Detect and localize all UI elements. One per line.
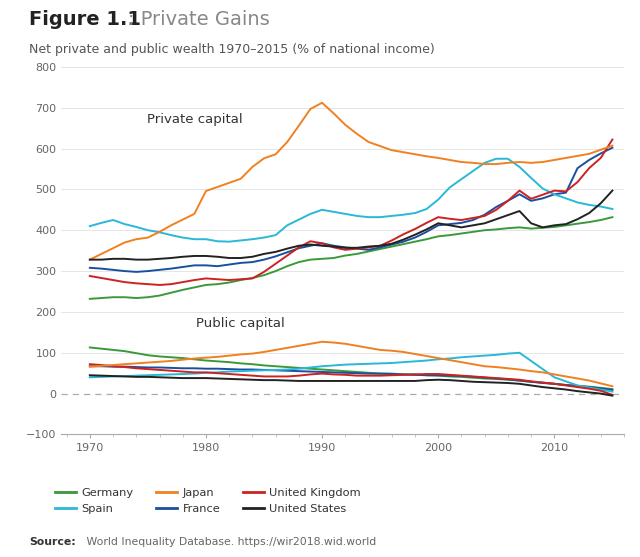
Text: Source:: Source: [29, 537, 76, 547]
Text: : Private Gains: : Private Gains [128, 10, 269, 29]
Text: Figure 1.1: Figure 1.1 [29, 10, 141, 29]
Text: World Inequality Database. https://wir2018.wid.world: World Inequality Database. https://wir20… [83, 537, 376, 547]
Legend: Germany, Spain, Japan, France, United Kingdom, United States: Germany, Spain, Japan, France, United Ki… [55, 488, 361, 514]
Text: Net private and public wealth 1970–2015 (% of national income): Net private and public wealth 1970–2015 … [29, 43, 435, 56]
Text: Public capital: Public capital [196, 317, 285, 330]
Text: Private capital: Private capital [147, 113, 242, 126]
